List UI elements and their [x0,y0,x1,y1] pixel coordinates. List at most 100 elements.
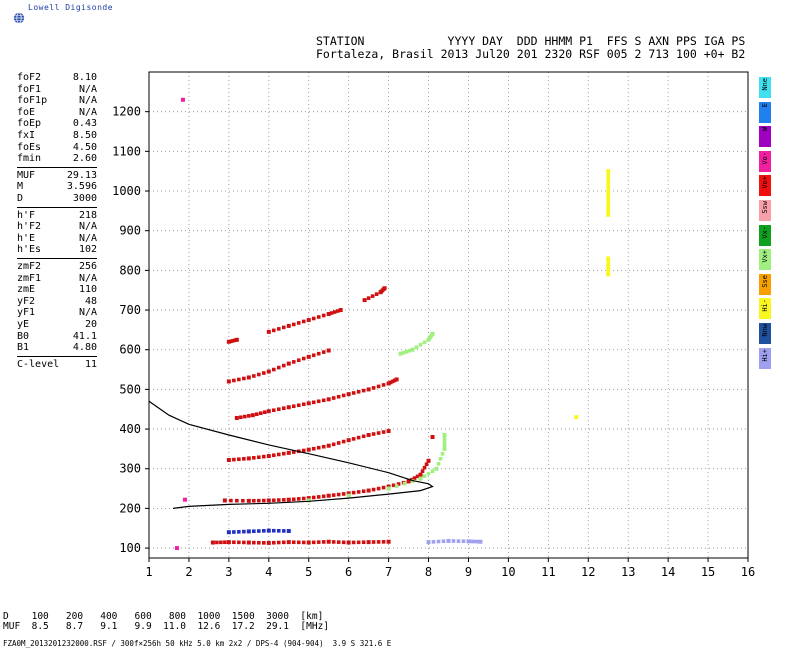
param-key: foEp [17,118,42,130]
param-value: 218 [78,209,97,221]
param-key: D [17,193,24,204]
echo-point [356,490,361,494]
echo-point [262,371,266,375]
legend-label: Vo- [761,151,769,165]
echo-point [388,380,393,385]
echo-point [242,376,246,381]
x-tick-label: 16 [741,565,755,579]
param-row: foF2 8.10 [17,72,97,84]
echo-point [331,493,336,497]
echo-point [276,529,281,533]
echo-point [252,374,256,378]
x-tick-label: 9 [465,565,472,579]
echo-point [426,458,431,463]
echo-point [311,400,316,405]
echo-point [442,436,447,441]
param-key: C-level [17,358,60,370]
electron-density-profile [148,400,434,509]
param-row: foEs 4.50 [17,142,97,154]
echo-point [262,454,266,459]
axis-ticks: 1 2 3 4 5 6 7 8 9 10 11 12 13 14 15 1610020030040050060… [112,105,755,579]
param-value: 48 [84,295,97,307]
distance-row: D 100 200 400 600 800 1000 1500 3000 [km… [3,611,324,622]
echo-point [376,540,381,544]
param-value: 102 [78,244,97,256]
echo-point [281,540,286,545]
echo-point [418,342,423,347]
legend-label: Hi+ [761,348,769,362]
legend-label: W [761,127,769,132]
legend-label: Hi- [761,299,769,313]
header-values: Fortaleza, Brasil 2013 Jul20 201 2320 RS… [316,47,746,61]
echo-point [243,414,247,419]
legend-swatch: W [759,126,771,148]
param-key: yE [17,319,30,330]
echo-point [442,443,447,448]
echo-point [351,437,356,441]
echo-point [366,433,371,438]
echo-point [242,457,246,461]
param-key: B1 [17,342,30,354]
echo-point [237,530,241,534]
echo-point [301,540,306,545]
echo-point [316,399,321,404]
echo-point [232,457,236,462]
echo-point [242,529,246,534]
echo-point [229,498,233,503]
echo-point [306,401,311,406]
param-row: M 3.596 [17,181,97,193]
echo-point [226,530,231,535]
x-tick-label: 7 [385,565,392,579]
muf-row: MUF 8.5 8.7 9.1 9.9 11.0 12.6 17.2 29.1 … [3,621,330,632]
echo-point [271,408,276,413]
echo-point [438,457,443,461]
echo-point [257,455,261,460]
echo-point [271,328,276,333]
param-value: 8.50 [72,130,97,141]
echo-point [271,453,276,458]
y-tick-label: 400 [119,422,141,436]
param-key: foF2 [17,72,42,83]
param-separator [17,166,97,168]
echo-point [266,409,271,414]
echo-point [446,538,451,543]
echo-point [326,493,331,498]
echo-point [386,429,391,434]
echo-point [401,350,406,355]
echo-point [252,529,256,534]
param-row: fmin 2.60 [17,153,97,165]
echo-point [266,540,271,545]
echo-point [398,351,403,356]
echo-point [366,296,371,300]
echo-point [226,339,231,344]
echo-point [426,540,431,545]
param-value: 41.1 [72,330,97,342]
echo-point [374,292,379,296]
y-tick-label: 1100 [112,144,141,158]
echo-point [306,447,311,452]
echo-point [361,388,366,393]
param-row: foE N/A [17,107,97,119]
param-value: N/A [78,232,97,244]
echo-point [276,407,281,412]
distance-muf-table: D 100 200 400 600 800 1000 1500 3000 [km… [3,612,329,632]
echo-point [222,498,227,503]
param-value: 11 [84,358,97,370]
echo-point [247,414,251,418]
legend-swatch: Vo+ [759,175,771,197]
echo-point [250,413,255,418]
echo-point [424,462,429,467]
echo-point [606,181,611,186]
param-row: yF2 48 [17,296,97,308]
echo-point [436,539,441,544]
param-key: fmin [17,153,42,165]
legend-swatch: Hi+ [759,347,771,369]
echo-point [281,498,286,502]
echo-point [606,256,611,261]
echo-point [321,350,326,354]
echo-point [331,396,336,400]
echo-point [336,492,341,497]
legend-swatch: Vx- [759,224,771,246]
echo-point [226,458,231,463]
echo-point [252,456,256,460]
